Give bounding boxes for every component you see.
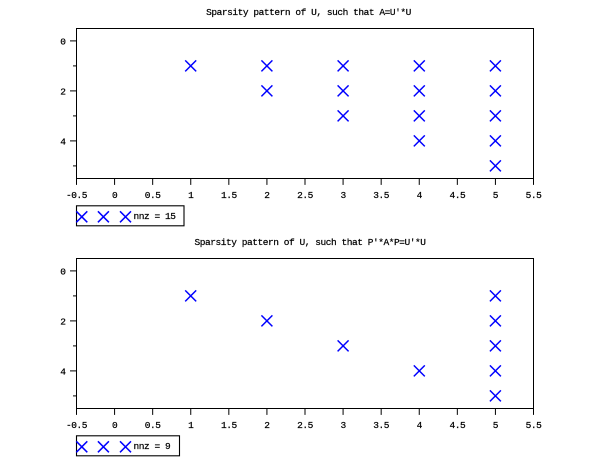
svg-text:3: 3 — [340, 420, 346, 431]
svg-text:0.5: 0.5 — [145, 190, 162, 201]
svg-text:-0.5: -0.5 — [66, 420, 88, 431]
svg-text:3.5: 3.5 — [373, 420, 390, 431]
svg-text:2: 2 — [264, 190, 270, 201]
svg-text:2.5: 2.5 — [297, 420, 314, 431]
svg-text:2: 2 — [264, 420, 270, 431]
svg-text:0: 0 — [112, 420, 118, 431]
svg-text:1: 1 — [188, 190, 194, 201]
svg-text:2: 2 — [60, 317, 66, 328]
svg-text:3: 3 — [340, 190, 346, 201]
svg-text:Sparsity pattern of U, such th: Sparsity pattern of U, such that A=U'*U — [206, 7, 412, 18]
svg-text:1.5: 1.5 — [221, 190, 238, 201]
svg-text:2.5: 2.5 — [297, 190, 314, 201]
svg-text:0: 0 — [60, 37, 66, 48]
svg-text:5.5: 5.5 — [526, 190, 543, 201]
svg-text:4.5: 4.5 — [449, 190, 466, 201]
svg-text:5.5: 5.5 — [526, 420, 543, 431]
svg-text:nnz = 9: nnz = 9 — [134, 441, 172, 452]
svg-text:5: 5 — [493, 190, 499, 201]
svg-text:1.5: 1.5 — [221, 420, 238, 431]
svg-text:0: 0 — [112, 190, 118, 201]
svg-text:0: 0 — [60, 267, 66, 278]
svg-text:nnz = 15: nnz = 15 — [134, 211, 177, 222]
svg-text:4.5: 4.5 — [449, 420, 466, 431]
svg-text:4: 4 — [417, 420, 423, 431]
svg-text:4: 4 — [60, 137, 66, 148]
svg-text:4: 4 — [60, 367, 66, 378]
svg-text:-0.5: -0.5 — [66, 190, 88, 201]
svg-text:1: 1 — [188, 420, 194, 431]
svg-text:4: 4 — [417, 190, 423, 201]
svg-text:2: 2 — [60, 87, 66, 98]
svg-text:3.5: 3.5 — [373, 190, 390, 201]
svg-text:0.5: 0.5 — [145, 420, 162, 431]
svg-text:Sparsity pattern of U, such th: Sparsity pattern of U, such that P'*A*P=… — [194, 237, 426, 248]
svg-text:5: 5 — [493, 420, 499, 431]
